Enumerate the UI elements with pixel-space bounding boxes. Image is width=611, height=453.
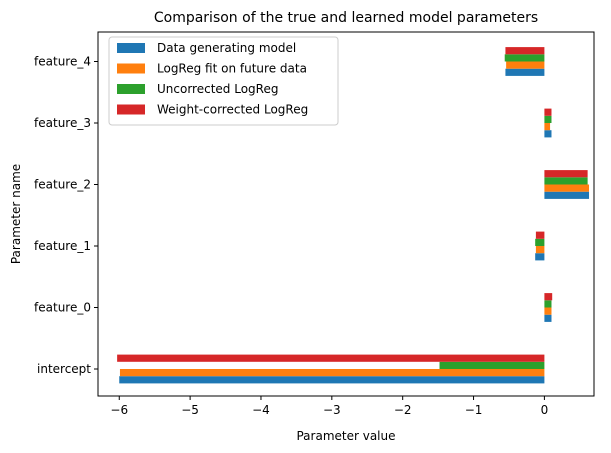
legend-label: LogReg fit on future data: [157, 62, 307, 76]
bar-uncorrected-logreg-feature-4: [504, 54, 545, 62]
bar-weight-corrected-logreg-intercept: [117, 354, 545, 362]
y-axis: intercept feature_0 feature_1 feature_2 feat…: [34, 55, 98, 376]
bar-weight-corrected-logreg-feature-1: [535, 231, 545, 239]
bar-logreg-fit-on-future-data-feature-0: [544, 307, 552, 315]
y-tick-label: feature_2: [34, 178, 91, 192]
bar-data-generating-model-feature-1: [535, 253, 545, 261]
bar-data-generating-model-feature-4: [505, 68, 545, 76]
plot-frame: [97, 31, 595, 397]
bar-data-generating-model-intercept: [119, 376, 545, 384]
bar-uncorrected-logreg-feature-3: [544, 115, 552, 123]
bar-uncorrected-logreg-intercept: [439, 361, 545, 369]
y-tick-label: intercept: [37, 362, 91, 376]
bar-uncorrected-logreg-feature-0: [544, 300, 552, 308]
bar-logreg-fit-on-future-data-feature-3: [544, 123, 551, 131]
legend-label: Data generating model: [157, 41, 296, 55]
bar-weight-corrected-logreg-feature-3: [544, 108, 552, 116]
bar-logreg-fit-on-future-data-intercept: [119, 369, 545, 377]
y-tick-label: feature_1: [34, 239, 91, 253]
x-tick-label: −3: [323, 403, 341, 417]
bars-layer: [117, 47, 590, 384]
chart-title: Comparison of the true and learned model…: [154, 10, 538, 26]
bar-uncorrected-logreg-feature-1: [535, 238, 545, 246]
bar-data-generating-model-feature-2: [544, 191, 590, 199]
x-tick-label: −2: [394, 403, 412, 417]
x-axis: −6 −5 −4 −3 −2 −1 0: [110, 396, 548, 417]
legend-frame: [108, 36, 339, 126]
x-tick-label: −4: [252, 403, 270, 417]
y-tick-label: feature_0: [34, 301, 91, 315]
bar-logreg-fit-on-future-data-feature-2: [544, 184, 590, 192]
bar-weight-corrected-logreg-feature-2: [544, 170, 588, 178]
legend-label: Uncorrected LogReg: [157, 82, 278, 96]
y-tick-label: feature_3: [34, 116, 91, 130]
legend-swatch: [117, 104, 145, 115]
x-tick-label: 0: [541, 403, 549, 417]
x-tick-label: −1: [465, 403, 483, 417]
legend-label: Weight-corrected LogReg: [157, 103, 308, 117]
x-axis-label: Parameter value: [296, 429, 395, 443]
legend: Data generating model LogReg fit on futur…: [108, 36, 339, 126]
bar-logreg-fit-on-future-data-feature-1: [535, 246, 545, 254]
bar-uncorrected-logreg-feature-2: [544, 177, 588, 185]
bar-data-generating-model-feature-3: [544, 130, 552, 138]
x-tick-label: −5: [181, 403, 199, 417]
legend-swatch: [117, 63, 145, 74]
bar-weight-corrected-logreg-feature-4: [505, 47, 545, 55]
legend-swatch: [117, 43, 145, 53]
y-axis-label: Parameter name: [9, 164, 23, 264]
bar-weight-corrected-logreg-feature-0: [544, 293, 553, 301]
bar-logreg-fit-on-future-data-feature-4: [506, 61, 545, 69]
legend-swatch: [117, 84, 145, 94]
y-tick-label: feature_4: [34, 55, 91, 69]
x-tick-label: −6: [110, 403, 128, 417]
bar-data-generating-model-feature-0: [544, 314, 552, 322]
